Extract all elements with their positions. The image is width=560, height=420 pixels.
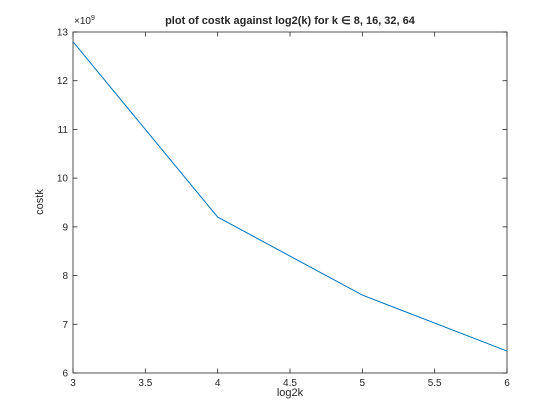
y-exponent-base: ×10 xyxy=(74,16,91,27)
chart-title: plot of costk against log2(k) for k ∈ 8,… xyxy=(165,15,416,27)
y-tick-label: 13 xyxy=(57,28,69,39)
x-tick-label: 5.5 xyxy=(428,378,442,389)
x-tick-label: 4.5 xyxy=(283,378,297,389)
series-line xyxy=(72,41,508,352)
y-exponent-label: ×109 xyxy=(74,15,95,27)
x-tick-label: 6 xyxy=(504,378,510,389)
y-tick-label: 9 xyxy=(62,222,68,233)
x-axis-label: log2k xyxy=(277,387,304,399)
y-exponent-power: 9 xyxy=(91,15,95,22)
x-tick-label: 3 xyxy=(70,378,76,389)
x-tick-label: 4 xyxy=(215,378,221,389)
y-tick-label: 11 xyxy=(58,125,69,136)
svg-text:×109: ×109 xyxy=(74,15,95,27)
y-tick-label: 7 xyxy=(62,320,68,331)
y-tick-label: 8 xyxy=(62,271,68,282)
y-tick-label: 6 xyxy=(62,369,68,380)
data-series xyxy=(72,41,508,352)
axis-ticks: 3 3.5 4 4.5 5 5.5 6 6 7 8 9 10 11 12 13 xyxy=(57,28,510,390)
plot-area xyxy=(72,31,508,374)
y-tick-label: 12 xyxy=(57,76,69,87)
x-tick-label: 5 xyxy=(360,378,366,389)
y-axis-label: costk xyxy=(34,189,46,215)
x-tick-label: 3.5 xyxy=(138,378,152,389)
y-tick-label: 10 xyxy=(57,174,69,185)
